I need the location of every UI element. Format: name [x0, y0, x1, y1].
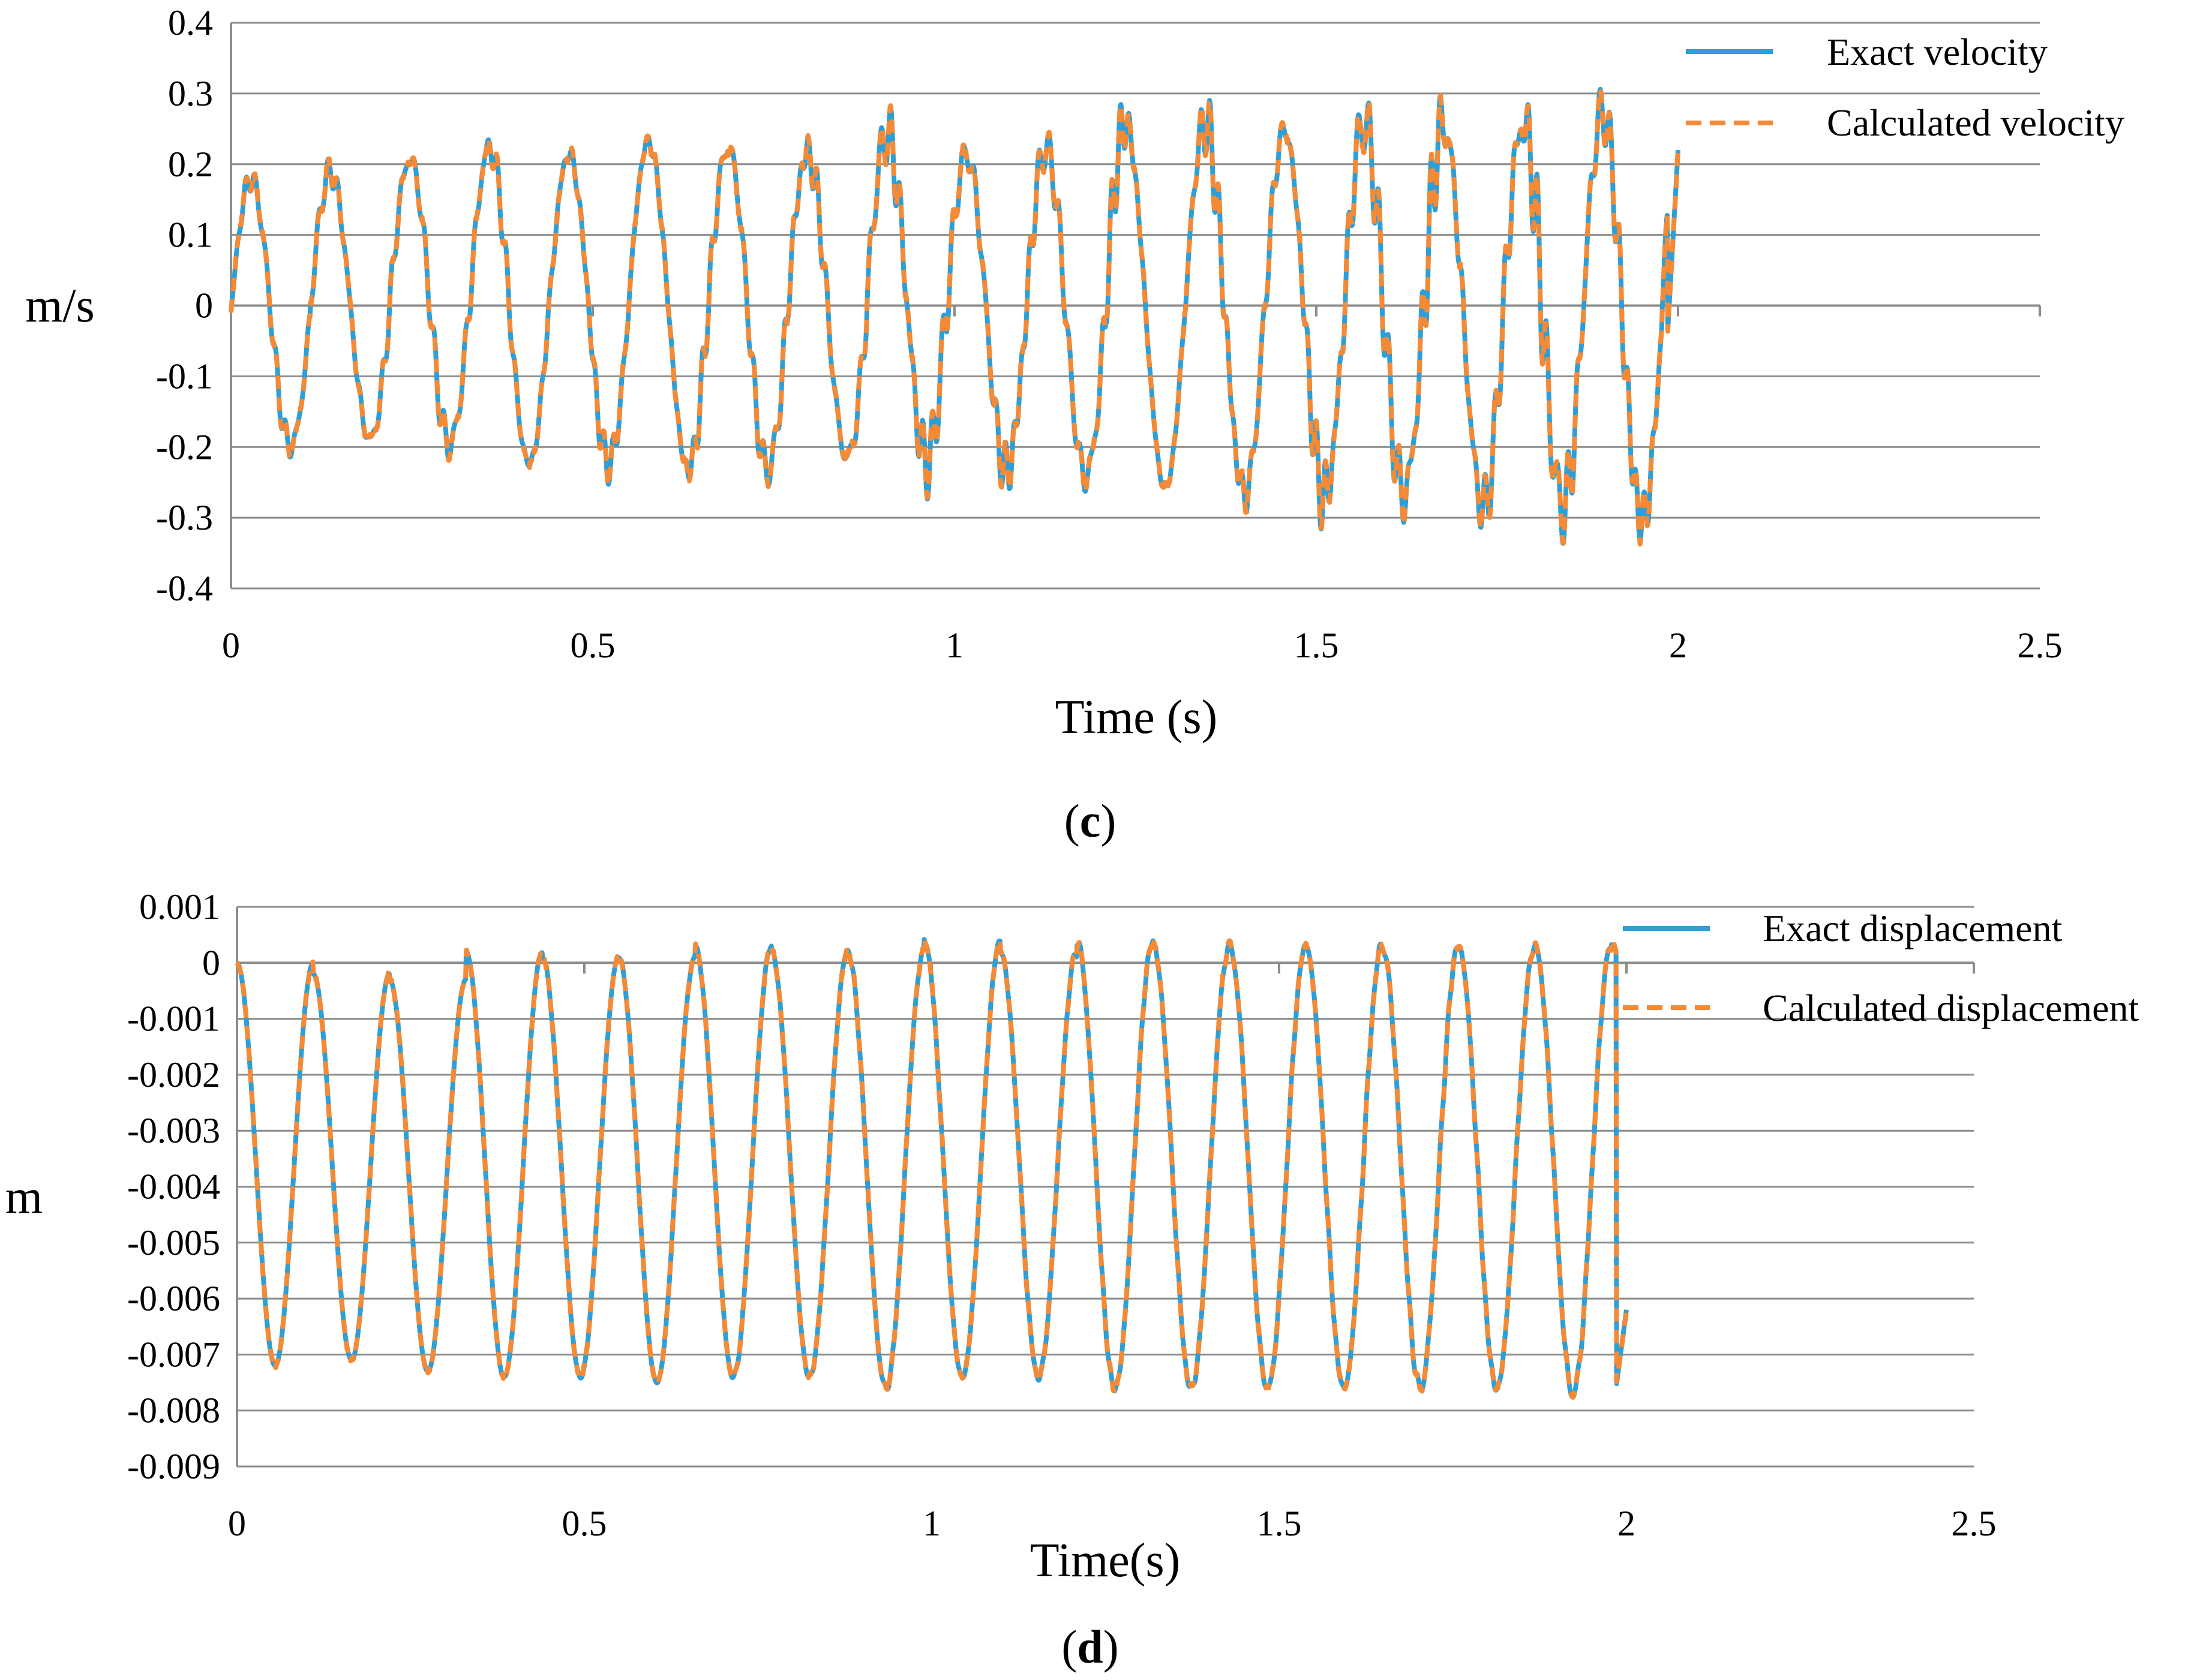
legend-label-exact-displacement: Exact displacement	[1763, 907, 2063, 949]
velocity-y-tick-0-3: 0.3	[168, 74, 213, 113]
legend-label-calculated-displacement: Calculated displacement	[1763, 987, 2139, 1029]
displacement-y-tick-0-005: -0.005	[127, 1223, 220, 1263]
displacement-y-tick-0-006: -0.006	[127, 1279, 220, 1318]
displacement-y-tick-0-002: -0.002	[127, 1055, 220, 1095]
caption-c-close: )	[1100, 795, 1116, 847]
displacement-series-calculated-line	[235, 937, 1629, 1400]
displacement-legend: Exact displacement Calculated displaceme…	[1623, 907, 2139, 1029]
caption-d-letter: d	[1077, 1621, 1103, 1673]
velocity-y-tick-0: 0	[195, 286, 213, 326]
velocity-y-tick-0-2: -0.2	[156, 427, 213, 467]
velocity-x-tick-2-5: 2.5	[2018, 626, 2063, 665]
velocity-x-tick-1: 1	[946, 626, 964, 665]
velocity-x-axis-label: Time (s)	[1055, 691, 1217, 744]
velocity-legend: Exact velocity Calculated velocity	[1686, 31, 2124, 144]
velocity-x-tick-0: 0	[222, 626, 240, 665]
caption-c-letter: c	[1080, 795, 1101, 847]
velocity-x-tick-labels: 0 0.5 1 1.5 2 2.5	[222, 626, 2063, 665]
caption-c-open: (	[1064, 795, 1080, 847]
displacement-x-tick-1-5: 1.5	[1257, 1504, 1302, 1543]
caption-d: (d)	[1061, 1621, 1118, 1673]
displacement-x-tick-2: 2	[1617, 1504, 1635, 1543]
velocity-series-calculated-line	[229, 87, 1680, 547]
velocity-y-tick-0-1: 0.1	[168, 215, 213, 255]
legend-label-calculated-velocity: Calculated velocity	[1827, 101, 2124, 144]
displacement-x-axis-label: Time(s)	[1030, 1534, 1180, 1587]
velocity-y-tick-0-4: -0.4	[156, 569, 213, 608]
displacement-y-tick-0-003: -0.003	[127, 1111, 220, 1150]
caption-c: (c)	[1064, 795, 1116, 847]
displacement-y-tick-0-004: -0.004	[127, 1167, 220, 1207]
velocity-x-tick-0-5: 0.5	[571, 626, 616, 665]
velocity-chart: 0.4 0.3 0.2 0.1 0 -0.1 -0.2 -0.3 -0.4 0 0.5 1 1.5 2 2…	[25, 3, 2124, 744]
displacement-x-tick-0-5: 0.5	[562, 1504, 607, 1543]
displacement-axes	[236, 907, 1975, 1466]
displacement-gridlines	[237, 906, 1974, 1468]
velocity-y-tick-0-2: 0.2	[168, 145, 213, 184]
velocity-y-axis-label: m/s	[25, 280, 95, 332]
velocity-y-tick-0-3: -0.3	[156, 498, 213, 537]
displacement-x-tick-labels: 0 0.5 1 1.5 2 2.5	[228, 1504, 1997, 1543]
velocity-axes	[230, 23, 2041, 588]
velocity-y-tick-0-1: -0.1	[156, 356, 213, 396]
displacement-series-lines	[235, 937, 1629, 1400]
displacement-chart: 0.001 0 -0.001 -0.002 -0.003 -0.004 -0.005 -0.0…	[5, 887, 2139, 1587]
displacement-y-tick-0-007: -0.007	[127, 1335, 220, 1374]
velocity-series-lines	[229, 86, 1680, 547]
caption-d-close: )	[1103, 1621, 1119, 1673]
displacement-x-tick-1: 1	[923, 1504, 941, 1543]
displacement-y-tick-labels: 0.001 0 -0.001 -0.002 -0.003 -0.004 -0.005 -0.0…	[127, 887, 220, 1486]
displacement-y-axis-label: m	[5, 1171, 43, 1224]
displacement-y-tick-0-001: -0.001	[127, 999, 220, 1039]
displacement-y-tick-0-008: -0.008	[127, 1391, 220, 1430]
displacement-y-tick-0-009: -0.009	[127, 1447, 220, 1486]
caption-d-open: (	[1061, 1621, 1077, 1673]
legend-label-exact-velocity: Exact velocity	[1827, 31, 2048, 73]
velocity-y-tick-labels: 0.4 0.3 0.2 0.1 0 -0.1 -0.2 -0.3 -0.4	[156, 3, 213, 608]
displacement-y-tick-0: 0	[202, 943, 220, 982]
velocity-y-tick-0-4: 0.4	[168, 3, 213, 43]
displacement-x-tick-2-5: 2.5	[1952, 1504, 1997, 1543]
velocity-x-tick-1-5: 1.5	[1294, 626, 1339, 665]
displacement-y-tick-0-001: 0.001	[139, 887, 220, 927]
velocity-x-tick-2: 2	[1669, 626, 1687, 665]
displacement-x-tick-0: 0	[228, 1504, 246, 1543]
